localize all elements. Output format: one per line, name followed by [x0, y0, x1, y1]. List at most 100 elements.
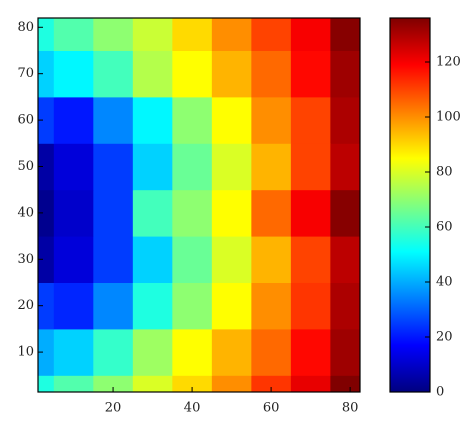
- contour-cell: [251, 282, 292, 330]
- contour-cell: [132, 328, 173, 376]
- contour-cell: [38, 143, 55, 191]
- contour-cell: [132, 236, 173, 283]
- y-tick-label: 50: [17, 159, 34, 174]
- contour-cell: [251, 18, 292, 51]
- contour-cell: [53, 50, 94, 98]
- contour-cell: [53, 375, 94, 392]
- colorbar-tick-label: 40: [436, 275, 453, 290]
- contour-cell: [38, 236, 55, 283]
- contour-cell: [172, 236, 213, 283]
- contour-cell: [290, 375, 331, 392]
- colorbar-tick-label: 60: [436, 220, 453, 235]
- colorbar-tick-label: 100: [436, 110, 461, 125]
- contour-cell: [172, 328, 213, 376]
- contour-cell: [172, 375, 213, 392]
- y-tick-label: 20: [17, 298, 34, 313]
- contour-cell: [251, 96, 292, 144]
- contour-cell: [211, 50, 252, 98]
- contour-cell: [290, 143, 331, 191]
- contour-cell: [53, 18, 94, 51]
- contour-cell: [172, 96, 213, 144]
- contour-cell: [330, 96, 360, 144]
- contour-cell: [290, 50, 331, 98]
- contour-cell: [172, 50, 213, 98]
- y-tick-label: 40: [17, 205, 34, 220]
- contour-cell: [330, 50, 360, 98]
- contour-cell: [38, 50, 55, 98]
- contour-cell: [251, 375, 292, 392]
- contour-cell: [38, 96, 55, 144]
- contour-cell: [251, 328, 292, 376]
- contour-cell: [251, 236, 292, 283]
- contour-cell: [211, 143, 252, 191]
- contour-cell: [93, 328, 134, 376]
- contour-cell: [93, 282, 134, 330]
- contour-cell: [132, 18, 173, 51]
- contour-cell: [330, 189, 360, 237]
- contour-cell: [172, 189, 213, 237]
- plot-frame: [37, 17, 361, 393]
- contour-cell: [211, 18, 252, 51]
- contour-cell: [290, 18, 331, 51]
- contour-cell: [330, 375, 360, 392]
- y-tick-label: 70: [17, 66, 34, 81]
- contour-field: [38, 18, 360, 392]
- contour-cell: [251, 50, 292, 98]
- colorbar-tick-label: 120: [436, 55, 461, 70]
- contour-cell: [211, 328, 252, 376]
- contour-cell: [211, 96, 252, 144]
- contour-cell: [53, 282, 94, 330]
- contour-cell: [251, 189, 292, 237]
- contour-cell: [93, 18, 134, 51]
- contour-cell: [132, 189, 173, 237]
- contour-cell: [38, 375, 55, 392]
- y-tick-label: 30: [17, 252, 34, 267]
- contour-cell: [211, 189, 252, 237]
- contour-cell: [38, 189, 55, 237]
- contour-cell: [211, 236, 252, 283]
- contour-cell: [132, 50, 173, 98]
- colorbar-tick-label: 20: [436, 330, 453, 345]
- contour-cell: [172, 143, 213, 191]
- contour-cell: [53, 189, 94, 237]
- contour-cell: [132, 143, 173, 191]
- contour-cell: [251, 143, 292, 191]
- contour-cell: [132, 96, 173, 144]
- y-tick-label: 60: [17, 113, 34, 128]
- contour-cell: [330, 282, 360, 330]
- contour-cell: [53, 143, 94, 191]
- contour-cell: [93, 375, 134, 392]
- contour-cell: [93, 50, 134, 98]
- contour-cell: [93, 236, 134, 283]
- y-tick-label: 10: [17, 345, 34, 360]
- contour-cell: [93, 96, 134, 144]
- contour-cell: [132, 375, 173, 392]
- contour-cell: [38, 282, 55, 330]
- contour-cell: [53, 236, 94, 283]
- colorbar-tick-label: 80: [436, 165, 453, 180]
- contour-cell: [38, 18, 55, 51]
- colorbar-tick-label: 0: [436, 385, 444, 400]
- x-tick-label: 20: [105, 401, 122, 416]
- x-tick-label: 60: [263, 401, 280, 416]
- contour-cell: [53, 96, 94, 144]
- contour-cell: [93, 143, 134, 191]
- contour-cell: [53, 328, 94, 376]
- contour-cell: [132, 282, 173, 330]
- x-tick-label: 80: [342, 401, 359, 416]
- contour-cell: [211, 282, 252, 330]
- contour-cell: [172, 18, 213, 51]
- contour-cell: [290, 189, 331, 237]
- contour-cell: [330, 328, 360, 376]
- contour-cell: [330, 143, 360, 191]
- contour-cell: [290, 96, 331, 144]
- contour-cell: [172, 282, 213, 330]
- contour-cell: [38, 328, 55, 376]
- contour-cell: [330, 18, 360, 51]
- contour-cell: [330, 236, 360, 283]
- contour-cell: [290, 328, 331, 376]
- y-tick-label: 80: [17, 20, 34, 35]
- x-tick-label: 40: [184, 401, 201, 416]
- colorbar: [389, 17, 431, 393]
